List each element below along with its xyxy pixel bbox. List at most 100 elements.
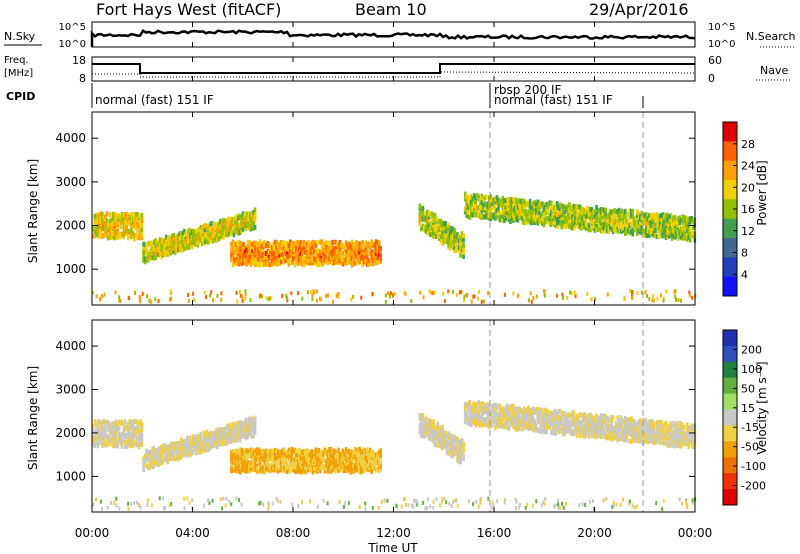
data-cell xyxy=(489,415,493,420)
data-cell xyxy=(205,224,209,230)
data-cell xyxy=(658,220,662,226)
data-cell xyxy=(204,431,207,437)
data-cell xyxy=(269,249,272,255)
data-cell xyxy=(203,290,206,295)
data-cell xyxy=(296,239,300,245)
data-cell xyxy=(438,441,441,447)
data-cell xyxy=(117,432,121,437)
data-cell xyxy=(460,237,464,243)
data-cell xyxy=(111,435,115,441)
data-cell xyxy=(676,431,680,437)
data-cell xyxy=(575,433,579,438)
cpid-segment-1: normal (fast) 151 IF xyxy=(95,93,214,107)
data-cell xyxy=(543,412,547,417)
data-cell xyxy=(462,242,465,248)
data-cell xyxy=(438,425,441,431)
data-cell xyxy=(643,229,647,235)
data-cell xyxy=(667,436,671,442)
data-cell xyxy=(593,425,597,430)
data-cell xyxy=(281,242,284,247)
data-cell xyxy=(592,421,595,427)
data-cell xyxy=(556,204,559,210)
data-cell xyxy=(98,419,101,425)
data-cell xyxy=(133,236,136,242)
data-cell xyxy=(559,213,562,219)
data-cell xyxy=(420,416,423,422)
data-cell xyxy=(636,431,639,437)
data-cell xyxy=(371,292,374,296)
data-cell xyxy=(149,461,153,467)
data-cell xyxy=(278,465,281,471)
data-cell xyxy=(228,219,231,225)
data-cell xyxy=(495,195,499,201)
data-cell xyxy=(317,249,321,254)
data-cell xyxy=(255,461,259,467)
data-cell xyxy=(331,255,334,261)
data-cell xyxy=(586,291,589,296)
data-cell xyxy=(364,506,367,511)
data-cell xyxy=(568,207,571,213)
colorbar-segment xyxy=(723,141,737,162)
colorbar-tick-label: 100 xyxy=(741,363,762,376)
data-cell xyxy=(634,215,638,221)
data-cell xyxy=(500,423,503,429)
data-cell xyxy=(103,292,106,297)
data-cell xyxy=(639,438,642,444)
data-cell xyxy=(310,241,313,247)
data-cell xyxy=(474,415,477,421)
colorbar-segment xyxy=(723,377,737,395)
data-cell xyxy=(673,423,677,428)
data-cell xyxy=(248,254,251,259)
data-cell xyxy=(311,454,315,459)
data-cell xyxy=(635,504,638,509)
data-cell xyxy=(295,254,298,260)
data-cell xyxy=(251,251,254,257)
data-cell xyxy=(501,213,505,219)
data-cell xyxy=(492,416,496,422)
x-tick-label: 04:00 xyxy=(175,526,210,540)
data-cell xyxy=(692,224,695,230)
data-cell xyxy=(238,498,240,503)
data-cell xyxy=(257,457,260,463)
data-cell xyxy=(170,502,173,506)
data-cell xyxy=(605,496,608,501)
data-cell xyxy=(512,291,515,296)
data-cell xyxy=(548,417,552,423)
data-cell xyxy=(525,424,529,430)
data-cell xyxy=(657,219,660,225)
data-cell xyxy=(236,299,239,304)
data-cell xyxy=(249,211,252,217)
data-cell xyxy=(531,427,535,433)
data-cell xyxy=(628,230,632,236)
data-cell xyxy=(246,217,249,223)
data-cell xyxy=(222,430,225,436)
data-cell xyxy=(362,456,366,461)
data-cell xyxy=(692,218,695,224)
data-cell xyxy=(255,241,259,247)
data-cell xyxy=(595,422,598,428)
data-cell xyxy=(364,240,367,246)
data-cell xyxy=(555,293,558,298)
data-cell xyxy=(562,505,565,510)
data-cell xyxy=(522,413,526,419)
data-cell xyxy=(162,506,165,511)
data-cell xyxy=(314,259,318,265)
data-cell xyxy=(426,226,429,232)
noise-right-tick-bottom: 10^0 xyxy=(708,39,735,50)
data-cell xyxy=(234,426,237,432)
data-cell xyxy=(680,501,683,506)
data-cell xyxy=(687,440,690,446)
data-cell xyxy=(553,219,556,225)
data-cell xyxy=(670,235,674,241)
data-cell xyxy=(664,228,668,234)
data-cell xyxy=(500,202,503,208)
data-cell xyxy=(279,465,283,471)
data-cell xyxy=(246,243,250,249)
data-cell xyxy=(675,442,678,447)
data-cell xyxy=(228,438,231,444)
data-cell xyxy=(473,294,476,299)
data-cell xyxy=(448,245,452,251)
data-cell xyxy=(468,198,471,204)
data-cell xyxy=(438,224,441,230)
data-cell xyxy=(230,458,233,464)
